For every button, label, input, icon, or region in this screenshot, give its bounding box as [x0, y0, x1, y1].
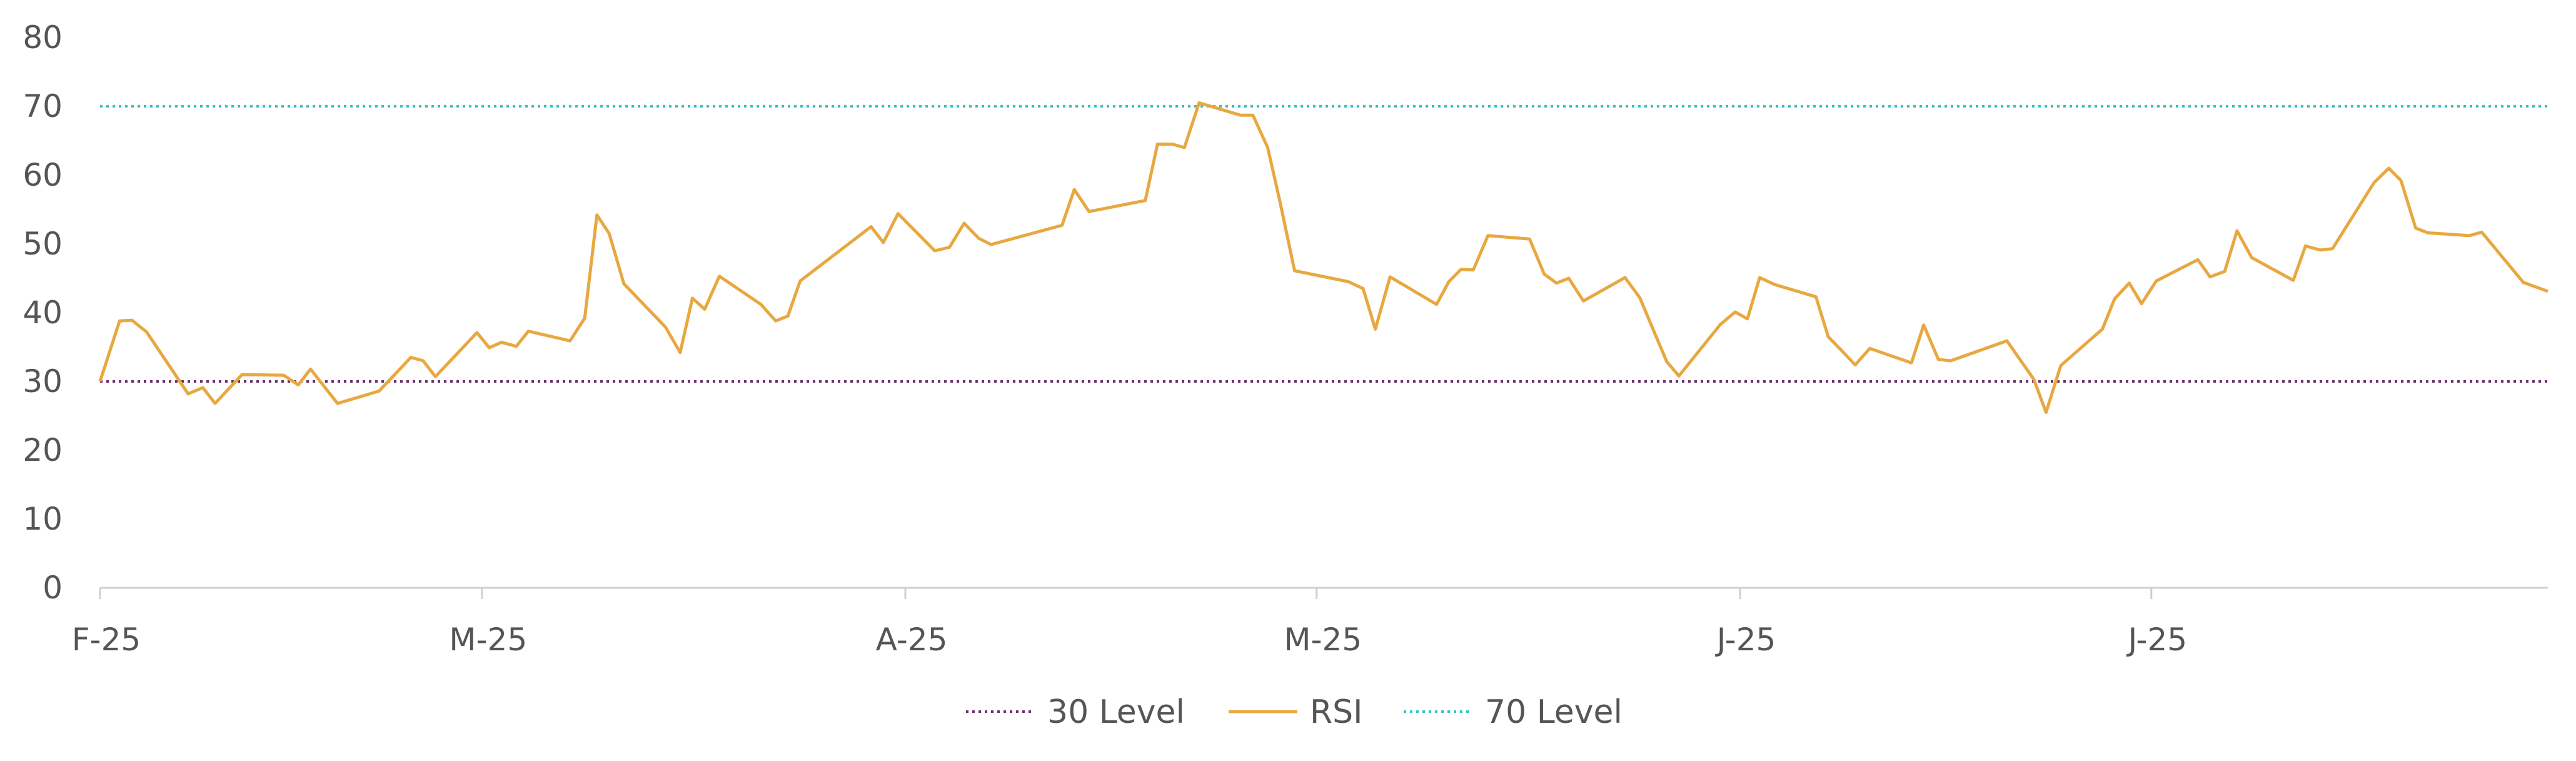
- y-tick-label: 20: [23, 432, 63, 468]
- y-tick-label: 10: [23, 501, 63, 537]
- y-tick-label: 50: [23, 226, 63, 262]
- y-tick-label: 80: [23, 19, 63, 56]
- x-tick-label: F-25: [72, 622, 141, 658]
- series-rsi-line: [98, 101, 2548, 414]
- y-tick-label: 40: [23, 295, 63, 331]
- x-axis: F-25 M-25 A-25 M-25 J-25 J-25: [72, 587, 2548, 658]
- x-tick-label: J-25: [1715, 622, 1776, 658]
- legend-label: 70 Level: [1485, 693, 1623, 731]
- legend-label: RSI: [1310, 693, 1362, 731]
- y-tick-label: 30: [23, 363, 63, 400]
- x-tick-label: J-25: [2126, 622, 2187, 658]
- y-tick-label: 70: [23, 88, 63, 124]
- y-tick-label: 0: [43, 570, 63, 606]
- y-tick-label: 60: [23, 157, 63, 193]
- x-tick-label: M-25: [1284, 622, 1362, 658]
- x-tick-label: M-25: [449, 622, 527, 658]
- legend: 30 Level RSI 70 Level: [966, 693, 1623, 731]
- legend-label: 30 Level: [1047, 693, 1185, 731]
- series-layer: [98, 101, 2548, 414]
- x-tick-label: A-25: [876, 622, 948, 658]
- y-axis-ticks: 0 10 20 30 40 50 60 70 80: [23, 19, 63, 606]
